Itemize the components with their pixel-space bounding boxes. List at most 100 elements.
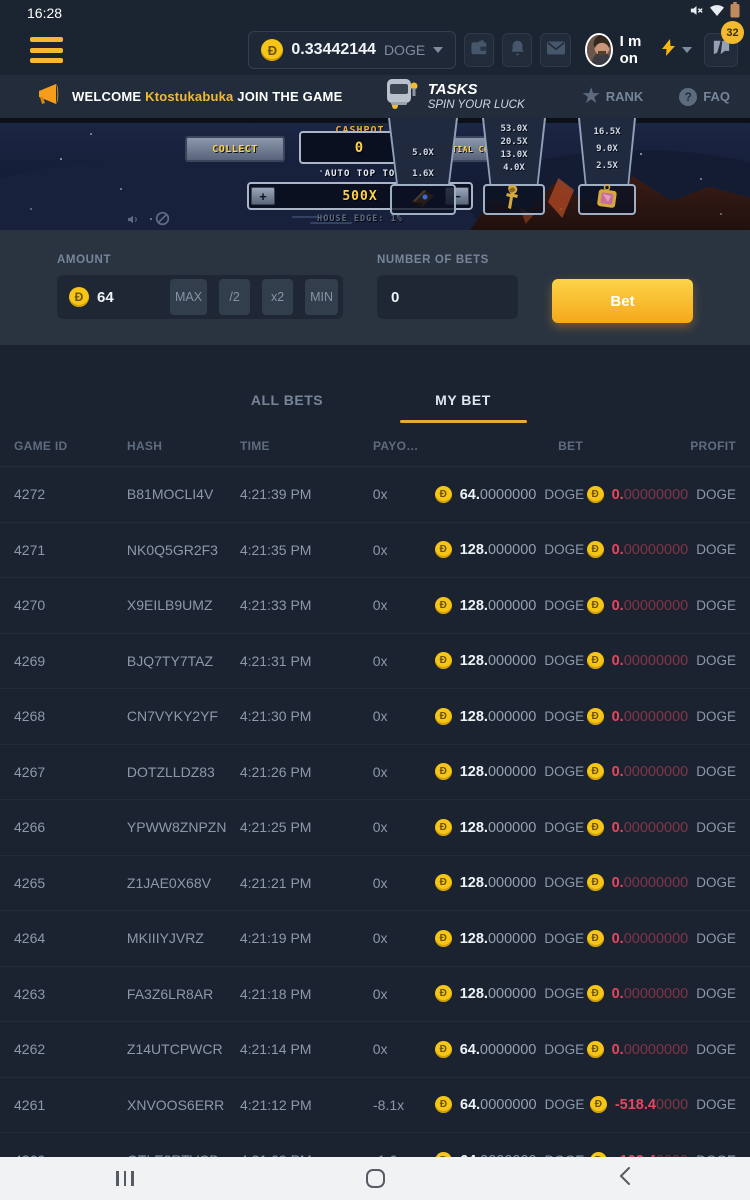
amount-input[interactable]: 64 [97, 289, 158, 306]
hamburger-menu-icon[interactable] [30, 37, 63, 63]
table-row[interactable]: 4261 XNVOOS6ERR 4:21:12 PM -8.1x Đ 64.00… [0, 1078, 750, 1134]
doge-coin-icon: Đ [435, 708, 452, 725]
multiplier-value: 53.0X [500, 124, 527, 134]
doge-coin-icon: Đ [261, 39, 283, 61]
plus-button[interactable]: + [251, 187, 275, 205]
cell-time: 4:21:30 PM [240, 708, 373, 724]
table-row[interactable]: 4268 CN7VYKY2YF 4:21:30 PM 0x Đ 128.0000… [0, 689, 750, 745]
recents-icon [116, 1171, 134, 1186]
cell-game-id: 4265 [14, 875, 127, 891]
battery-icon [730, 2, 740, 23]
tab-my-bet[interactable]: MY BET [375, 392, 551, 425]
profit-value: -102.40000 [615, 1152, 688, 1157]
bet-value: 128.000000 [460, 763, 537, 780]
ankh-item-icon [501, 184, 527, 215]
table-row[interactable]: 4260 QTLE3RTVCD 4:21:09 PM -1.6x Đ 64.00… [0, 1133, 750, 1157]
rank-link[interactable]: ★ RANK [583, 87, 644, 106]
table-row[interactable]: 4265 Z1JAE0X68V 4:21:21 PM 0x Đ 128.0000… [0, 856, 750, 912]
tasks-link[interactable]: TASKS SPIN YOUR LUCK [381, 77, 525, 116]
half-button[interactable]: /2 [219, 279, 250, 315]
multiplier-value: 1.6X [412, 169, 434, 179]
notifications-button[interactable] [502, 33, 532, 67]
status-icons [689, 2, 740, 23]
doge-coin-icon: Đ [435, 930, 452, 947]
sound-icon[interactable] [126, 213, 140, 230]
bets-tabs: ALL BETS MY BET [0, 345, 750, 425]
profit-value: 0.00000000 [612, 985, 689, 1002]
table-row[interactable]: 4270 X9EILB9UMZ 4:21:33 PM 0x Đ 128.0000… [0, 578, 750, 634]
back-button[interactable] [500, 1167, 750, 1190]
header-bet: BET [435, 439, 587, 453]
header-payout: PAYO… [373, 439, 435, 453]
multiplier-tower-1: 5.0X 1.6X [388, 118, 458, 186]
table-row[interactable]: 4264 MKIIIYJVRZ 4:21:19 PM 0x Đ 128.0000… [0, 911, 750, 967]
active-tab-underline [400, 420, 527, 423]
back-icon [619, 1167, 631, 1190]
profit-unit: DOGE [696, 1042, 736, 1057]
min-button[interactable]: MIN [305, 279, 338, 315]
android-navigation-bar [0, 1157, 750, 1200]
messages-button[interactable] [540, 33, 570, 67]
profit-unit: DOGE [696, 986, 736, 1001]
table-row[interactable]: 4262 Z14UTCPWCR 4:21:14 PM 0x Đ 64.00000… [0, 1022, 750, 1078]
wallet-button[interactable] [464, 33, 494, 67]
profit-value: 0.00000000 [612, 652, 689, 669]
bet-button[interactable]: Bet [552, 279, 693, 323]
cell-profit: Đ 0.00000000 DOGE [587, 985, 736, 1002]
bet-unit: DOGE [544, 653, 584, 668]
cell-hash: DOTZLLDZ83 [127, 764, 240, 780]
doge-coin-icon: Đ [435, 652, 452, 669]
animation-toggle-icon[interactable] [155, 211, 170, 230]
cell-payout: 0x [373, 597, 435, 613]
cell-game-id: 4262 [14, 1041, 127, 1057]
house-edge-label: HOUSE EDGE: 1% [275, 214, 445, 224]
tab-all-bets[interactable]: ALL BETS [199, 392, 375, 425]
bet-unit: DOGE [544, 542, 584, 557]
profit-unit: DOGE [696, 820, 736, 835]
table-row[interactable]: 4266 YPWW8ZNPZN 4:21:25 PM 0x Đ 128.0000… [0, 800, 750, 856]
cell-time: 4:21:12 PM [240, 1097, 373, 1113]
user-menu[interactable]: I m on [585, 33, 692, 67]
amulet-item-icon [594, 184, 620, 215]
welcome-text: WELCOME Ktostukabuka JOIN THE GAME [72, 89, 342, 104]
item-slot-amulet[interactable] [578, 184, 636, 215]
promo-banner: WELCOME Ktostukabuka JOIN THE GAME TASKS… [0, 75, 750, 118]
recents-button[interactable] [0, 1171, 250, 1186]
header-game-id: GAME ID [14, 439, 127, 453]
welcome-message[interactable]: WELCOME Ktostukabuka JOIN THE GAME [34, 83, 342, 110]
cell-hash: Z14UTCPWCR [127, 1041, 240, 1057]
cell-payout: 0x [373, 542, 435, 558]
doge-coin-icon: Đ [435, 486, 452, 503]
bet-button-column: Bet [552, 254, 693, 345]
cell-hash: CN7VYKY2YF [127, 708, 240, 724]
cell-profit: Đ 0.00000000 DOGE [587, 652, 736, 669]
cell-payout: 0x [373, 986, 435, 1002]
game-canvas[interactable]: CASHPOT COLLECT 0 PARTIAL COLLECT AUTO T… [0, 118, 750, 230]
chat-badge: 32 [721, 21, 744, 44]
item-slot-ankh[interactable] [483, 184, 545, 215]
balance-selector[interactable]: Đ 0.33442144 DOGE [248, 31, 456, 69]
cell-hash: MKIIIYJVRZ [127, 930, 240, 946]
table-row[interactable]: 4271 NK0Q5GR2F3 4:21:35 PM 0x Đ 128.0000… [0, 523, 750, 579]
profit-unit: DOGE [696, 598, 736, 613]
table-row[interactable]: 4267 DOTZLLDZ83 4:21:26 PM 0x Đ 128.0000… [0, 745, 750, 801]
cell-profit: Đ -518.40000 DOGE [587, 1096, 736, 1113]
item-slot-book[interactable] [390, 184, 456, 215]
bet-value: 128.000000 [460, 819, 537, 836]
table-row[interactable]: 4269 BJQ7TY7TAZ 4:21:31 PM 0x Đ 128.0000… [0, 634, 750, 690]
header-time: TIME [240, 439, 373, 453]
faq-link[interactable]: ? FAQ [679, 88, 730, 106]
bets-table-header: GAME ID HASH TIME PAYO… BET PROFIT [0, 425, 750, 467]
doge-coin-icon: Đ [587, 819, 604, 836]
amount-label: AMOUNT [57, 254, 343, 266]
table-row[interactable]: 4263 FA3Z6LR8AR 4:21:18 PM 0x Đ 128.0000… [0, 967, 750, 1023]
max-button[interactable]: MAX [170, 279, 207, 315]
collect-button[interactable]: COLLECT [185, 136, 285, 162]
profit-unit: DOGE [696, 542, 736, 557]
doge-coin-icon: Đ [435, 874, 452, 891]
cell-bet: Đ 128.000000 DOGE [435, 597, 587, 614]
number-of-bets-input[interactable]: 0 [377, 275, 518, 319]
table-row[interactable]: 4272 B81MOCLI4V 4:21:39 PM 0x Đ 64.00000… [0, 467, 750, 523]
double-button[interactable]: x2 [262, 279, 293, 315]
home-button[interactable] [250, 1169, 500, 1188]
